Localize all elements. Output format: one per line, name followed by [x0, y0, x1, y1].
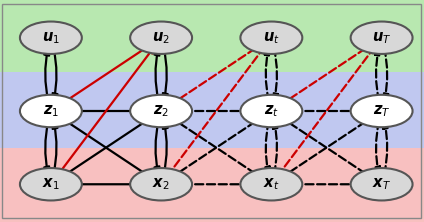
FancyArrowPatch shape: [59, 117, 151, 177]
FancyArrowPatch shape: [59, 118, 151, 178]
FancyArrowPatch shape: [172, 109, 259, 113]
Bar: [0, 148, 424, 222]
FancyArrowPatch shape: [170, 117, 261, 177]
FancyArrowPatch shape: [59, 45, 151, 105]
FancyArrowPatch shape: [154, 50, 159, 101]
Circle shape: [240, 22, 302, 54]
FancyArrowPatch shape: [167, 48, 264, 176]
Circle shape: [130, 22, 192, 54]
FancyArrowPatch shape: [44, 121, 49, 172]
FancyArrowPatch shape: [265, 50, 270, 101]
Circle shape: [351, 22, 413, 54]
Bar: [0, 0, 424, 74]
Text: $\boldsymbol{x}_2$: $\boldsymbol{x}_2$: [152, 176, 170, 192]
FancyArrowPatch shape: [383, 123, 388, 174]
FancyArrowPatch shape: [375, 50, 380, 101]
Text: $\boldsymbol{z}_T$: $\boldsymbol{z}_T$: [373, 103, 391, 119]
Circle shape: [20, 168, 82, 200]
Bar: [0, 72, 424, 150]
Text: $\boldsymbol{z}_2$: $\boldsymbol{z}_2$: [153, 103, 169, 119]
FancyArrowPatch shape: [163, 123, 168, 174]
FancyArrowPatch shape: [61, 109, 148, 113]
FancyArrowPatch shape: [53, 123, 58, 174]
FancyArrowPatch shape: [282, 109, 369, 113]
FancyArrowPatch shape: [280, 118, 371, 178]
Text: $\boldsymbol{z}_t$: $\boldsymbol{z}_t$: [264, 103, 279, 119]
FancyArrowPatch shape: [265, 121, 270, 172]
FancyArrowPatch shape: [57, 48, 153, 176]
Text: $\boldsymbol{u}_1$: $\boldsymbol{u}_1$: [42, 30, 60, 46]
FancyArrowPatch shape: [375, 121, 380, 172]
FancyArrowPatch shape: [282, 182, 369, 187]
FancyArrowPatch shape: [278, 48, 374, 176]
Text: $\boldsymbol{x}_T$: $\boldsymbol{x}_T$: [372, 176, 391, 192]
FancyArrowPatch shape: [172, 182, 259, 187]
Text: $\boldsymbol{x}_t$: $\boldsymbol{x}_t$: [263, 176, 279, 192]
Circle shape: [240, 95, 302, 127]
Circle shape: [240, 168, 302, 200]
Text: $\boldsymbol{x}_1$: $\boldsymbol{x}_1$: [42, 176, 60, 192]
Circle shape: [351, 168, 413, 200]
FancyArrowPatch shape: [170, 118, 261, 178]
Circle shape: [20, 22, 82, 54]
FancyArrowPatch shape: [383, 48, 388, 99]
Text: $\boldsymbol{u}_t$: $\boldsymbol{u}_t$: [263, 30, 280, 46]
FancyArrowPatch shape: [61, 182, 148, 187]
FancyArrowPatch shape: [154, 121, 159, 172]
Text: $\boldsymbol{z}_1$: $\boldsymbol{z}_1$: [43, 103, 59, 119]
Circle shape: [130, 95, 192, 127]
Circle shape: [20, 95, 82, 127]
FancyArrowPatch shape: [44, 50, 49, 101]
FancyArrowPatch shape: [273, 123, 278, 174]
Circle shape: [351, 95, 413, 127]
FancyArrowPatch shape: [280, 117, 371, 177]
FancyArrowPatch shape: [163, 48, 168, 99]
Text: $\boldsymbol{u}_T$: $\boldsymbol{u}_T$: [372, 30, 391, 46]
FancyArrowPatch shape: [170, 45, 261, 105]
Text: $\boldsymbol{u}_2$: $\boldsymbol{u}_2$: [152, 30, 170, 46]
FancyArrowPatch shape: [280, 45, 371, 105]
FancyArrowPatch shape: [273, 48, 278, 99]
FancyArrowPatch shape: [53, 48, 58, 99]
Circle shape: [130, 168, 192, 200]
